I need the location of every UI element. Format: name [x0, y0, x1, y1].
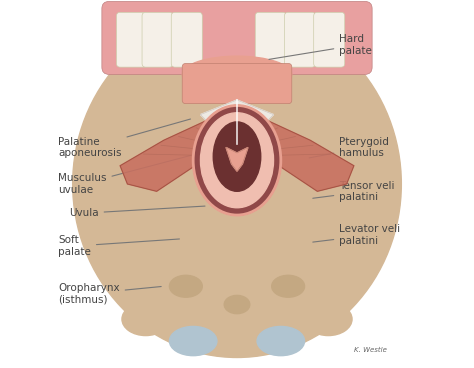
Ellipse shape	[73, 11, 401, 357]
FancyBboxPatch shape	[117, 13, 147, 67]
Text: Pterygoid
hamulus: Pterygoid hamulus	[309, 137, 389, 158]
Ellipse shape	[272, 275, 305, 297]
Ellipse shape	[224, 296, 250, 314]
Ellipse shape	[122, 303, 169, 336]
Text: K. Westle: K. Westle	[354, 347, 387, 353]
Polygon shape	[201, 100, 273, 133]
Text: Musculus
uvulae: Musculus uvulae	[58, 156, 191, 195]
Polygon shape	[120, 107, 237, 191]
FancyBboxPatch shape	[314, 13, 345, 67]
Ellipse shape	[305, 303, 352, 336]
Ellipse shape	[213, 122, 261, 191]
Text: Soft
palate: Soft palate	[58, 235, 180, 257]
Text: Uvula: Uvula	[69, 206, 205, 218]
Ellipse shape	[182, 56, 292, 93]
FancyBboxPatch shape	[255, 13, 286, 67]
Polygon shape	[226, 148, 248, 171]
Ellipse shape	[169, 275, 202, 297]
Text: Hard
palate: Hard palate	[269, 35, 372, 59]
Polygon shape	[237, 107, 354, 191]
FancyBboxPatch shape	[102, 1, 372, 74]
Text: Oropharynx
(isthmus): Oropharynx (isthmus)	[58, 283, 161, 304]
FancyBboxPatch shape	[171, 13, 202, 67]
Ellipse shape	[106, 202, 368, 341]
Text: Tensor veli
palatini: Tensor veli palatini	[313, 181, 395, 202]
Ellipse shape	[193, 106, 281, 215]
FancyBboxPatch shape	[284, 13, 316, 67]
Text: Palatine
aponeurosis: Palatine aponeurosis	[58, 119, 191, 158]
FancyBboxPatch shape	[182, 63, 292, 104]
Ellipse shape	[169, 326, 217, 355]
Text: Levator veli
palatini: Levator veli palatini	[313, 224, 401, 246]
FancyBboxPatch shape	[142, 13, 173, 67]
Ellipse shape	[201, 113, 273, 208]
Ellipse shape	[257, 326, 305, 355]
